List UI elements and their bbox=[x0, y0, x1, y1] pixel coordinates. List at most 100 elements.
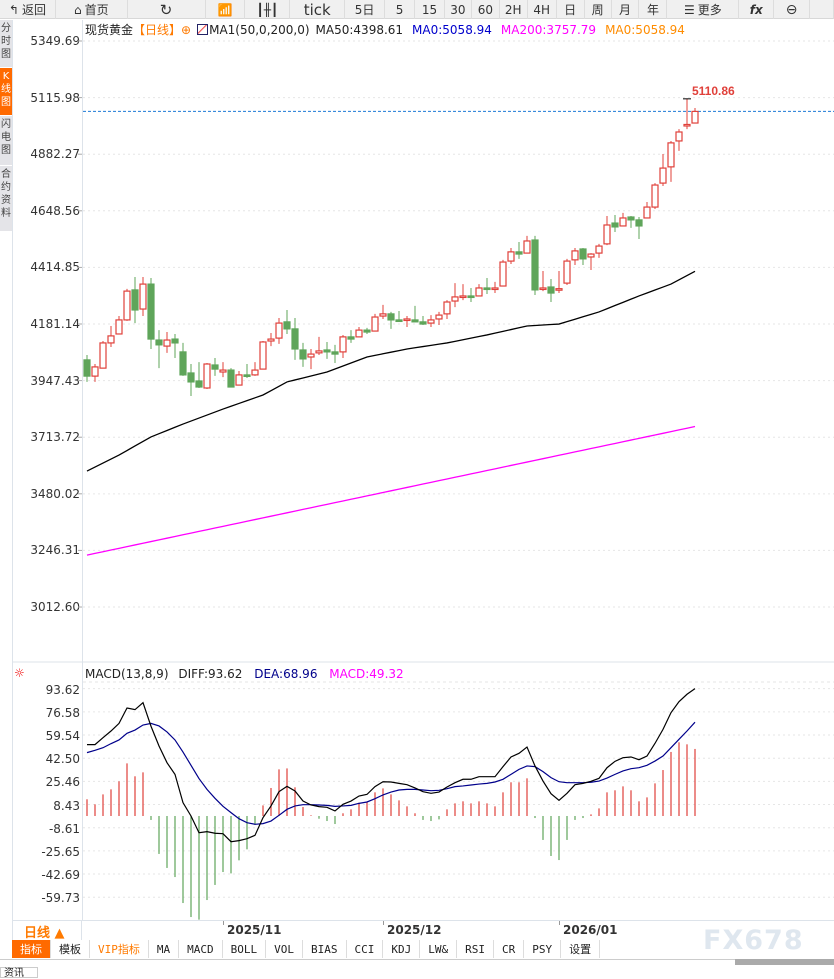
tab-time-chart[interactable]: 分时图 bbox=[0, 20, 12, 68]
macd-tick-label: 93.62 bbox=[45, 682, 80, 697]
candle-body bbox=[603, 224, 611, 245]
formula-button[interactable]: fx bbox=[739, 0, 775, 19]
candle-body bbox=[315, 350, 323, 354]
candle bbox=[83, 355, 91, 382]
period-month[interactable]: 月 bbox=[612, 0, 640, 19]
period-week[interactable]: 周 bbox=[585, 0, 612, 19]
indicator-tab[interactable]: CR bbox=[494, 940, 525, 958]
period-label: 【日线】 bbox=[133, 23, 182, 37]
candle bbox=[107, 325, 115, 348]
price-chart-header: 现货黄金 【日线】 ⊕ MA1(50,0,200,0) MA50:4398.61… bbox=[85, 21, 685, 38]
candle-body bbox=[499, 261, 507, 287]
back-button[interactable]: ↰ 返回 bbox=[0, 0, 56, 19]
toolbar: ↰ 返回 ⌂ 首页 ↻ 📶 ┃╫┃ tick 5日 5 15 30 60 2H 4H… bbox=[0, 0, 834, 19]
candle-body bbox=[331, 351, 339, 355]
five-day-button[interactable]: 5日 bbox=[345, 0, 386, 19]
candle-body bbox=[459, 295, 467, 299]
tick-button[interactable]: tick bbox=[290, 0, 346, 19]
candle-body bbox=[323, 349, 331, 353]
period-15[interactable]: 15 bbox=[415, 0, 445, 19]
indicator-tab[interactable]: 设置 bbox=[561, 940, 601, 958]
price-tick-label: 3947.43 bbox=[30, 373, 80, 388]
candle bbox=[675, 129, 683, 151]
indicator-tab[interactable]: KDJ bbox=[383, 940, 421, 958]
candle-body bbox=[259, 341, 267, 370]
candle-body bbox=[387, 313, 395, 321]
indicator-tab[interactable]: 模板 bbox=[51, 940, 90, 958]
candle bbox=[379, 304, 387, 319]
tab-flash-chart[interactable]: 闪电图 bbox=[0, 116, 12, 166]
price-tick-label: 5349.69 bbox=[30, 34, 80, 48]
indicator-tab[interactable]: BIAS bbox=[303, 940, 347, 958]
macd-tick-label: 59.54 bbox=[45, 729, 80, 744]
indicator-tab-bar: 指标 模板 VIP指标 MA MACD BOLL VOL BIAS CCI KDJ LW& RSI CR… bbox=[12, 940, 601, 958]
indicator-tab[interactable]: VIP指标 bbox=[90, 940, 149, 958]
candle-body bbox=[195, 380, 203, 388]
candle bbox=[611, 215, 619, 233]
diff-line bbox=[87, 688, 696, 843]
macd-tick-label: -8.61 bbox=[48, 821, 80, 836]
indicator-tab[interactable]: BOLL bbox=[222, 940, 267, 958]
candle-body bbox=[155, 339, 163, 346]
ma200-value: MA200:3757.79 bbox=[500, 22, 597, 37]
candle-body bbox=[283, 321, 291, 330]
indicator-tab[interactable]: CCI bbox=[346, 940, 384, 958]
period-day[interactable]: 日 bbox=[557, 0, 585, 19]
candle-body bbox=[139, 283, 147, 310]
indicator-tab[interactable]: RSI bbox=[457, 940, 494, 958]
more-button[interactable]: ☰ 更多 bbox=[667, 0, 740, 19]
candle-body bbox=[435, 314, 443, 320]
candle-body bbox=[491, 287, 499, 291]
macd-name[interactable]: MACD(13,8,9) bbox=[85, 667, 169, 681]
candle bbox=[627, 216, 635, 228]
candle bbox=[91, 364, 99, 382]
candle bbox=[323, 341, 331, 359]
news-tab[interactable]: 资讯 bbox=[0, 967, 38, 979]
candle-body bbox=[187, 372, 195, 383]
home-button[interactable]: ⌂ 首页 bbox=[56, 0, 128, 19]
tab-k-line[interactable]: K线图 bbox=[0, 68, 12, 116]
candle bbox=[251, 362, 259, 376]
indicator-tab[interactable]: 指标 bbox=[12, 940, 51, 958]
macd-tick-label: 25.46 bbox=[45, 775, 80, 790]
indicator-chart-button[interactable]: 📶 bbox=[206, 0, 246, 19]
indicator-tab[interactable]: MACD bbox=[179, 940, 223, 958]
candle-body bbox=[291, 328, 299, 350]
candle bbox=[435, 311, 443, 326]
divider bbox=[12, 20, 13, 940]
ma200-line bbox=[86, 425, 696, 556]
indicator-tab[interactable]: VOL bbox=[266, 940, 303, 958]
indicator-tab[interactable]: MA bbox=[148, 940, 180, 958]
date-tick-label: 2025/12 bbox=[387, 923, 442, 937]
refresh-button[interactable]: ↻ bbox=[128, 0, 206, 19]
candle-body bbox=[643, 206, 651, 219]
period-select-button[interactable]: 日线 ▲ bbox=[12, 921, 82, 941]
add-indicator-icon[interactable]: ⊕ bbox=[181, 22, 192, 37]
refresh-icon: ↻ bbox=[159, 0, 173, 19]
candle-body bbox=[587, 253, 595, 258]
price-tick-label: 3246.31 bbox=[30, 543, 80, 558]
candlestick-button[interactable]: ┃╫┃ bbox=[245, 0, 291, 19]
period-5[interactable]: 5 bbox=[385, 0, 415, 19]
period-60[interactable]: 60 bbox=[472, 0, 500, 19]
period-4h[interactable]: 4H bbox=[528, 0, 557, 19]
period-30[interactable]: 30 bbox=[445, 0, 472, 19]
candle-body bbox=[635, 219, 643, 227]
candle-body bbox=[443, 301, 451, 315]
period-year[interactable]: 年 bbox=[639, 0, 668, 19]
macd-settings-icon[interactable]: ☼ bbox=[14, 666, 25, 680]
zoom-out-button[interactable]: ⊖ bbox=[774, 0, 811, 19]
candle-body bbox=[115, 319, 123, 335]
indicator-tab[interactable]: LW& bbox=[420, 940, 458, 958]
macd-tick-label: -59.73 bbox=[41, 891, 80, 906]
panel-resize-handle[interactable] bbox=[735, 959, 834, 965]
ma-indicator-name[interactable]: MA1(50,0,200,0) bbox=[209, 22, 310, 37]
candle-body bbox=[147, 283, 155, 340]
tab-contract-info[interactable]: 合约资料 bbox=[0, 166, 12, 232]
candle-body bbox=[83, 359, 91, 377]
candle bbox=[299, 342, 307, 367]
indicator-tab[interactable]: PSY bbox=[524, 940, 562, 958]
period-2h[interactable]: 2H bbox=[500, 0, 528, 19]
candle bbox=[635, 216, 643, 240]
